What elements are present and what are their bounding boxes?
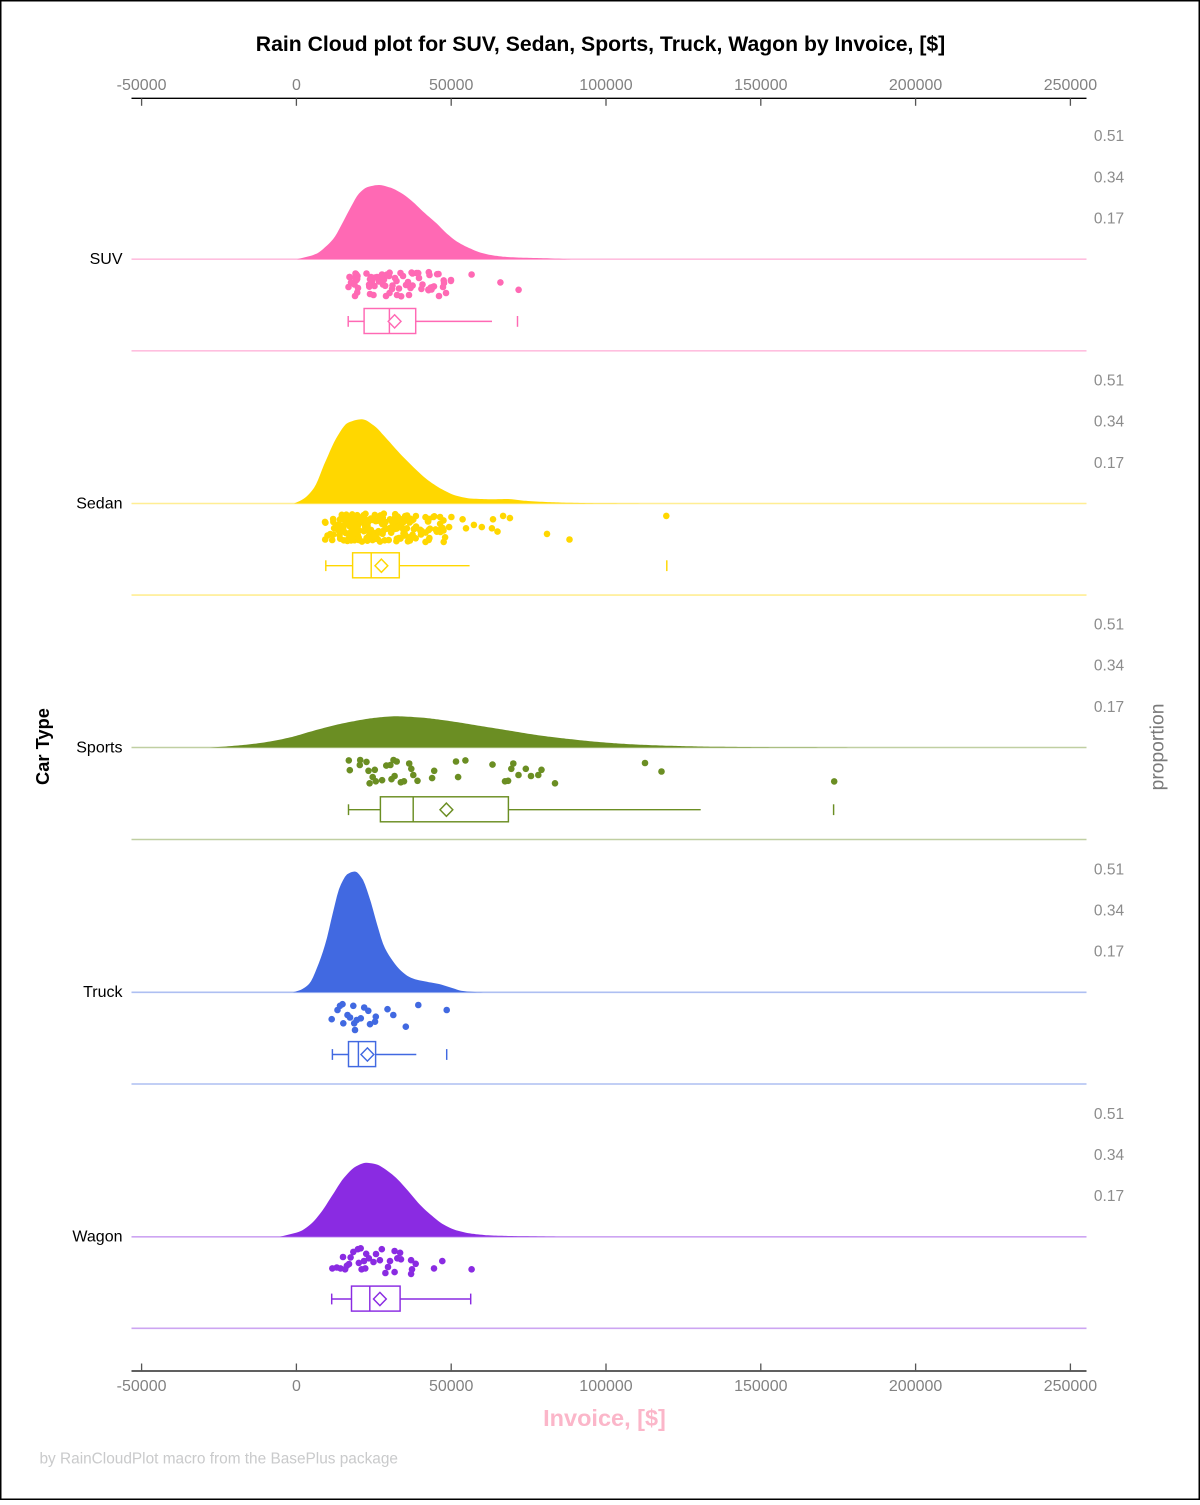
svg-text:250000: 250000 bbox=[1044, 1378, 1097, 1395]
svg-text:proportion: proportion bbox=[1147, 704, 1168, 791]
svg-text:50000: 50000 bbox=[429, 1378, 474, 1395]
svg-text:Sports: Sports bbox=[76, 739, 122, 756]
svg-text:0.51: 0.51 bbox=[1094, 373, 1124, 390]
svg-text:Invoice, [$]: Invoice, [$] bbox=[543, 1405, 666, 1431]
svg-text:0.51: 0.51 bbox=[1094, 128, 1124, 145]
svg-text:200000: 200000 bbox=[889, 1378, 942, 1395]
svg-text:200000: 200000 bbox=[889, 77, 942, 94]
svg-text:0.17: 0.17 bbox=[1094, 699, 1124, 716]
svg-text:0.34: 0.34 bbox=[1094, 1147, 1125, 1164]
svg-text:SUV: SUV bbox=[90, 251, 123, 268]
svg-text:0: 0 bbox=[292, 1378, 301, 1395]
svg-text:0.17: 0.17 bbox=[1094, 944, 1124, 961]
svg-text:100000: 100000 bbox=[579, 1378, 632, 1395]
svg-text:Rain Cloud plot for SUV, Sedan: Rain Cloud plot for SUV, Sedan, Sports, … bbox=[256, 33, 945, 56]
svg-text:150000: 150000 bbox=[734, 77, 787, 94]
svg-text:Sedan: Sedan bbox=[76, 495, 122, 512]
svg-text:-50000: -50000 bbox=[117, 77, 167, 94]
svg-text:0.51: 0.51 bbox=[1094, 617, 1124, 634]
svg-text:250000: 250000 bbox=[1044, 77, 1097, 94]
svg-text:0: 0 bbox=[292, 77, 301, 94]
svg-text:Car Type: Car Type bbox=[32, 708, 53, 785]
svg-text:Wagon: Wagon bbox=[72, 1229, 122, 1246]
svg-text:0.51: 0.51 bbox=[1094, 1106, 1124, 1123]
svg-text:0.17: 0.17 bbox=[1094, 211, 1124, 228]
svg-text:by RainCloudPlot macro from th: by RainCloudPlot macro from the BasePlus… bbox=[40, 1451, 398, 1468]
svg-text:0.17: 0.17 bbox=[1094, 1188, 1124, 1205]
svg-text:0.34: 0.34 bbox=[1094, 658, 1125, 675]
svg-text:Truck: Truck bbox=[83, 984, 123, 1001]
svg-text:0.34: 0.34 bbox=[1094, 414, 1125, 431]
svg-text:100000: 100000 bbox=[579, 77, 632, 94]
svg-text:150000: 150000 bbox=[734, 1378, 787, 1395]
svg-text:-50000: -50000 bbox=[117, 1378, 167, 1395]
svg-text:50000: 50000 bbox=[429, 77, 474, 94]
svg-text:0.17: 0.17 bbox=[1094, 455, 1124, 472]
svg-text:0.34: 0.34 bbox=[1094, 903, 1125, 920]
svg-text:0.34: 0.34 bbox=[1094, 169, 1125, 186]
svg-text:0.51: 0.51 bbox=[1094, 861, 1124, 878]
